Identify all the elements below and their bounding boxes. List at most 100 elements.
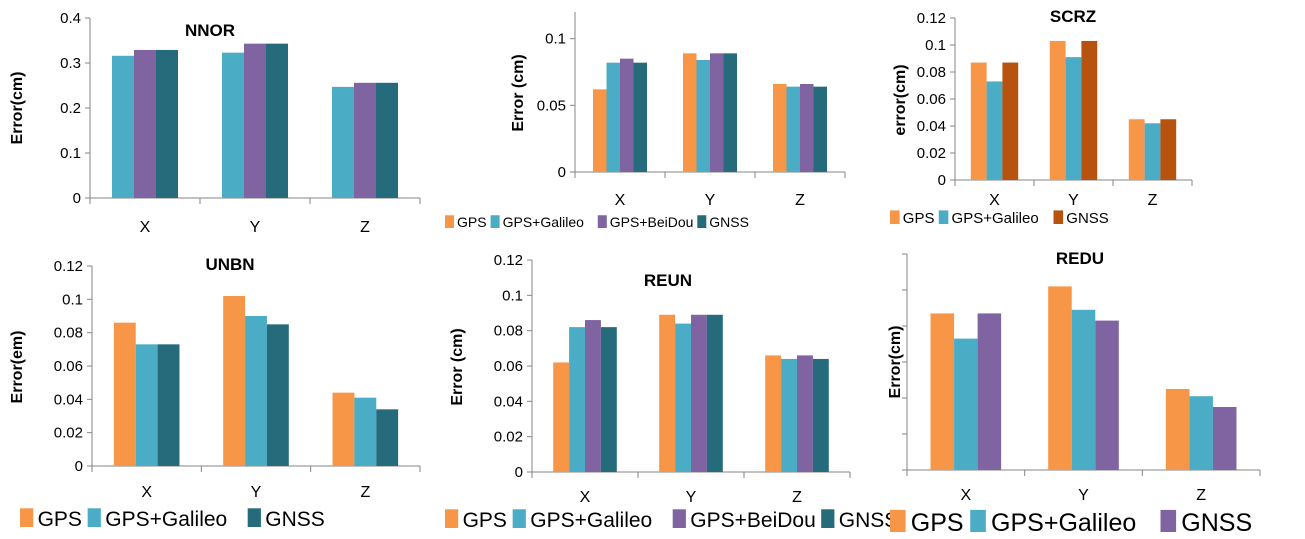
- x-category-label: Y: [1078, 487, 1089, 504]
- bar-gps-beidou-y: [710, 53, 724, 173]
- chart-title: NNOR: [185, 21, 235, 40]
- chart-panel-6: X Y Z REDU Error(cm) GPS GPS+Galileo GNSS: [887, 249, 1261, 537]
- legend-label: GPS+BeiDou: [690, 509, 816, 532]
- x-category-label: Z: [792, 489, 802, 506]
- bar-gps-beidou-z: [354, 82, 376, 198]
- bar-gps-galileo-y: [675, 323, 691, 472]
- bar-gps-z: [332, 392, 355, 466]
- bar-gps-galileo-z: [1144, 123, 1161, 180]
- bar-gnss-z: [376, 82, 398, 198]
- y-tick-label: 0.12: [54, 258, 83, 275]
- y-tick-label: 0: [938, 172, 946, 189]
- y-axis-label: Error(cm): [9, 72, 26, 145]
- y-tick-label: 0: [515, 464, 523, 481]
- legend-swatch: [970, 509, 986, 532]
- y-tick-label: 0.04: [917, 118, 946, 135]
- y-tick-label: 0.04: [54, 391, 83, 408]
- legend-swatch: [512, 509, 526, 528]
- bar-gps-x: [113, 322, 136, 466]
- bar-gnss-y: [266, 43, 288, 199]
- y-axis-label: Error (cm): [510, 54, 527, 131]
- legend-label: GPS+BeiDou: [610, 214, 694, 230]
- bar-gnss-x: [600, 327, 617, 472]
- bar-gnss-x: [1002, 62, 1019, 180]
- bar-gps-z: [1128, 119, 1145, 180]
- chart-panel-1: 0 0.1 0.2 0.3 0.4 X Y Z NNOR Error(cm): [9, 10, 421, 236]
- legend-swatch: [938, 210, 949, 224]
- legend-swatch: [1053, 210, 1064, 224]
- bar-gps-galileo-y: [222, 52, 244, 199]
- chart-title: REUN: [644, 271, 692, 290]
- bar-gps-galileo-x: [112, 55, 134, 198]
- x-category-label: Z: [1148, 192, 1158, 209]
- legend-label: GPS+Galileo: [503, 214, 585, 230]
- chart-panel-3: 0 0.02 0.04 0.06 0.08 0.1 0.12 X Y Z SCRZ error(cm)…: [890, 7, 1193, 227]
- bar-gps-beidou-z: [800, 84, 814, 172]
- x-category-label: Y: [251, 484, 262, 501]
- legend-label: GPS: [911, 509, 964, 537]
- y-tick-label: 0.1: [925, 37, 946, 54]
- legend-swatch: [445, 215, 454, 228]
- y-tick-label: 0.1: [62, 291, 83, 308]
- legend-swatch: [697, 215, 707, 228]
- y-tick-label: 0.12: [494, 252, 523, 269]
- x-category-label: Y: [1068, 192, 1079, 209]
- y-tick-label: 0.02: [54, 425, 83, 442]
- y-axis-label: Error(em): [9, 331, 26, 404]
- bar-gps-galileo-z: [1189, 396, 1213, 470]
- legend-swatch: [890, 509, 906, 532]
- bar-gps-x: [593, 89, 607, 172]
- y-tick-label: 0.04: [494, 393, 523, 410]
- bar-gps-y: [1049, 40, 1066, 181]
- bar-gps-beidou-x: [585, 320, 601, 472]
- legend-label: GNSS: [839, 509, 899, 532]
- bar-gps-galileo-y: [696, 60, 710, 172]
- bar-gps-galileo-x: [135, 344, 158, 466]
- bar-gps-x: [553, 362, 570, 472]
- bar-gnss-z: [376, 409, 399, 466]
- bar-gps-beidou-z: [797, 355, 813, 472]
- x-category-label: X: [615, 192, 626, 209]
- legend-swatch: [490, 215, 500, 228]
- y-axis-label: error(cm): [892, 64, 909, 135]
- bar-gps-galileo-x: [986, 81, 1003, 180]
- y-tick-label: 0.05: [537, 97, 566, 114]
- bar-gps-y: [1048, 286, 1072, 470]
- x-category-label: Z: [360, 484, 370, 501]
- y-axis-label: Error(cm): [887, 326, 904, 399]
- legend-label: GNSS: [1181, 509, 1252, 537]
- legend-label: GPS: [457, 214, 487, 230]
- legend-swatch: [1160, 509, 1177, 532]
- bar-gnss-y: [1081, 40, 1098, 181]
- legend-label: GPS: [463, 509, 507, 532]
- y-tick-label: 0.12: [917, 10, 946, 27]
- bar-gps-z: [765, 355, 782, 472]
- y-tick-label: 0.1: [60, 145, 81, 162]
- chart-title: REDU: [1056, 249, 1104, 268]
- legend-label: GNSS: [1066, 210, 1109, 227]
- bar-gps-galileo-z: [786, 86, 800, 172]
- y-tick-label: 0.06: [494, 358, 523, 375]
- bar-gnss-x: [977, 313, 1002, 470]
- bar-gps-y: [659, 314, 676, 472]
- bar-gnss-z: [1160, 119, 1177, 180]
- legend-swatch: [247, 508, 261, 527]
- bar-gps-x: [930, 313, 955, 470]
- legend-label: GPS+Galileo: [105, 508, 227, 531]
- chart-panel-4: 0 0.02 0.04 0.06 0.08 0.1 0.12 X Y Z UNBN Error(em)…: [9, 255, 421, 531]
- x-category-label: Y: [686, 489, 697, 506]
- legend-swatch: [597, 215, 607, 228]
- legend-swatch: [890, 210, 900, 224]
- x-category-label: X: [960, 487, 971, 504]
- legend-label: GPS+Galileo: [530, 509, 652, 532]
- bar-gps-galileo-z: [354, 397, 377, 466]
- chart-panel-2: 0 0.05 0.1 X Y Z Error (cm) GPS GPS+Galileo GPS+B…: [445, 12, 846, 230]
- bar-gnss-y: [1095, 320, 1119, 470]
- bar-gps-galileo-y: [245, 316, 267, 466]
- x-category-label: Z: [1196, 487, 1206, 504]
- x-category-label: X: [580, 489, 591, 506]
- x-category-label: X: [141, 484, 152, 501]
- chart-title: UNBN: [205, 255, 254, 274]
- y-tick-label: 0.08: [54, 325, 83, 342]
- chart-title: SCRZ: [1050, 7, 1096, 26]
